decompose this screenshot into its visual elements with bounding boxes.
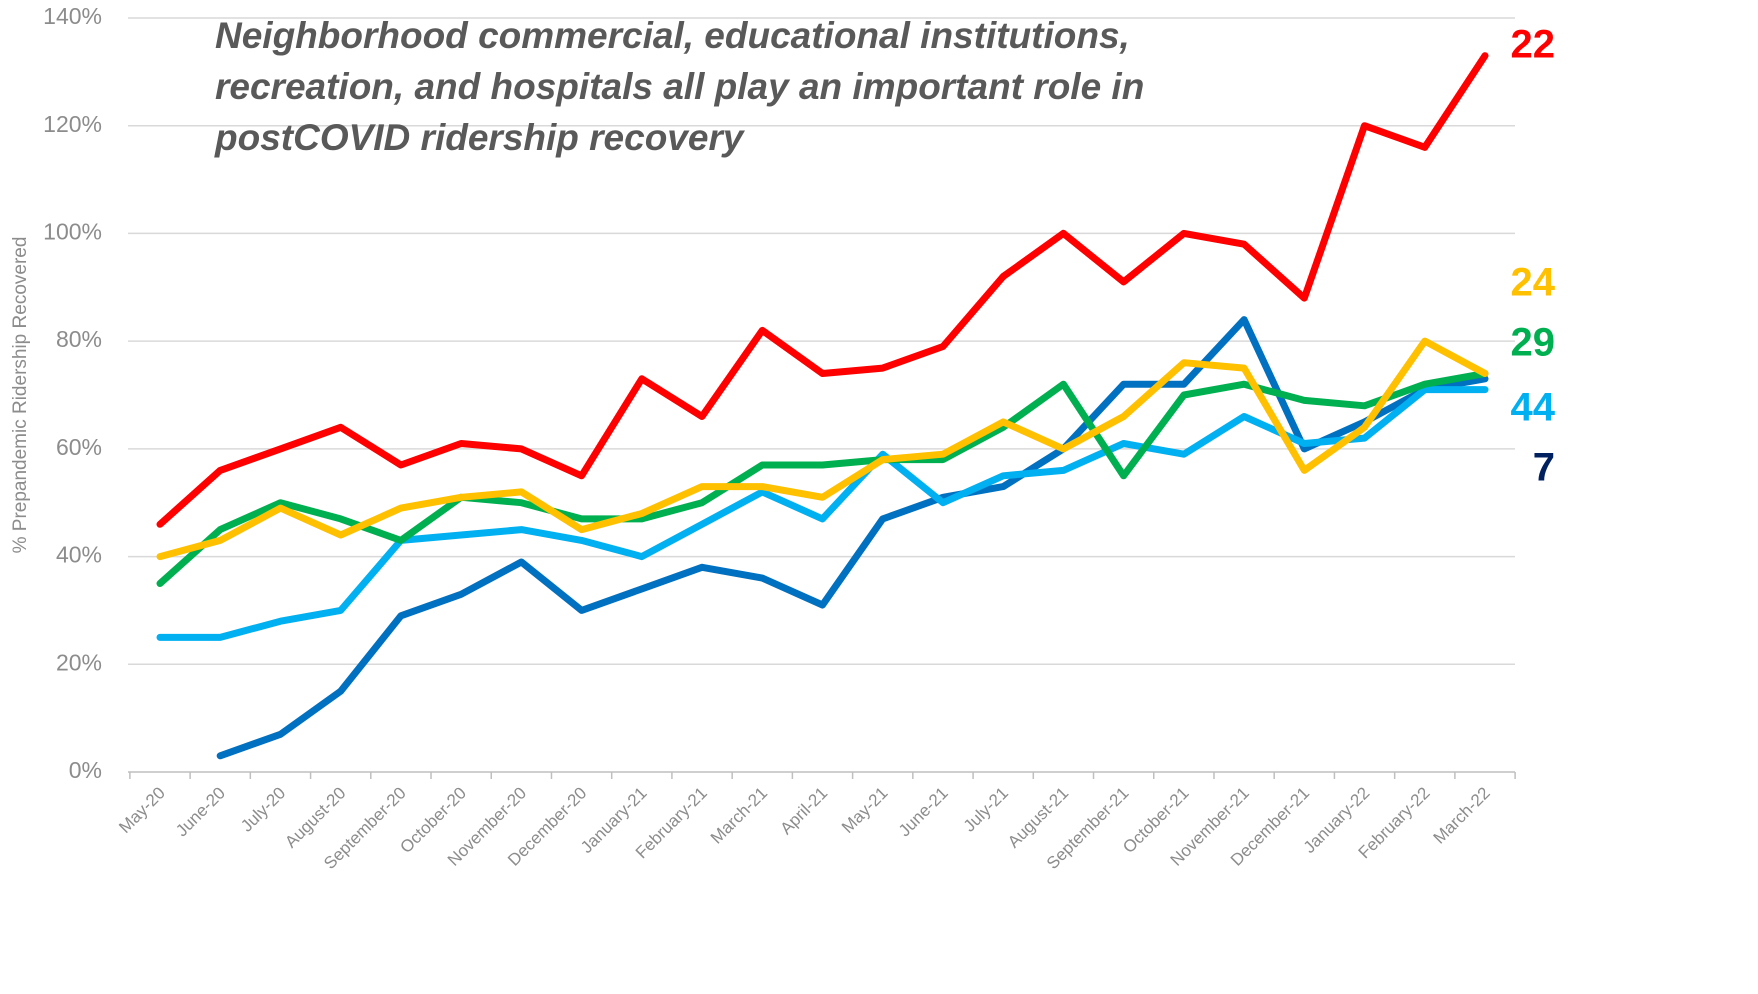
series-line	[156, 370, 1489, 587]
y-tick-label: 40%	[56, 542, 102, 568]
y-tick-label: 140%	[43, 3, 102, 29]
y-tick-label: 100%	[43, 219, 102, 245]
x-tick-label: May-21	[838, 783, 892, 837]
series-line	[156, 52, 1489, 528]
x-tick-label: March-21	[707, 783, 771, 847]
x-tick-label: March-22	[1430, 783, 1494, 847]
series-label: 44	[1511, 386, 1556, 430]
x-tick-label: May-20	[115, 783, 169, 837]
series-label: 22	[1511, 23, 1556, 67]
series-line	[156, 386, 1489, 641]
series-label: 29	[1511, 321, 1556, 365]
x-tick-label: July-21	[960, 783, 1012, 835]
x-tick-label: June-21	[895, 783, 952, 840]
series-label: 7	[1533, 446, 1555, 490]
y-tick-label: 60%	[56, 434, 102, 460]
chart-title: Neighborhood commercial, educational ins…	[215, 15, 1145, 158]
series-line	[156, 337, 1489, 561]
y-axis-label: % Prepandemic Ridership Recovered	[10, 237, 31, 554]
x-tick-label: July-20	[237, 783, 289, 835]
y-tick-label: 120%	[43, 111, 102, 137]
y-tick-label: 80%	[56, 326, 102, 352]
y-tick-label: 20%	[56, 649, 102, 675]
x-tick-label: June-20	[172, 783, 229, 840]
series-line	[216, 316, 1489, 760]
y-tick-label: 0%	[69, 757, 102, 783]
series-label: 24	[1511, 261, 1556, 305]
x-tick-label: April-21	[776, 783, 831, 838]
